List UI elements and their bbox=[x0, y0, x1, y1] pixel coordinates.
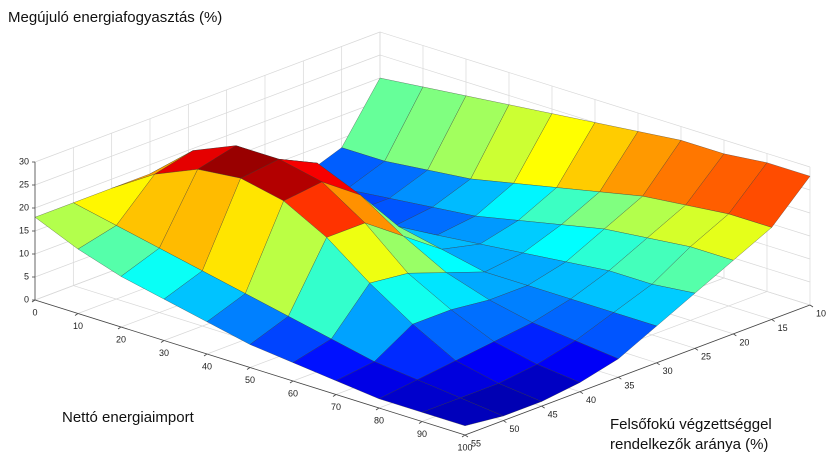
x-tick-label: 20 bbox=[116, 334, 126, 344]
x-tick-label: 80 bbox=[374, 415, 384, 425]
y-tick bbox=[733, 333, 737, 337]
y-tick bbox=[618, 376, 622, 380]
y-tick-label: 55 bbox=[471, 438, 481, 448]
x-tick bbox=[203, 353, 208, 357]
y-tick-label: 35 bbox=[624, 381, 634, 391]
y-tick-label: 10 bbox=[816, 308, 826, 318]
grid-line bbox=[379, 31, 811, 168]
z-tick-label: 15 bbox=[19, 225, 29, 235]
z-tick-label: 30 bbox=[19, 156, 29, 166]
x-tick bbox=[332, 394, 337, 397]
x-tick bbox=[246, 367, 251, 370]
x-tick-label: 50 bbox=[245, 375, 255, 385]
y-tick-label: 15 bbox=[778, 323, 788, 333]
y-tick-label: 20 bbox=[739, 337, 749, 347]
x-tick bbox=[160, 340, 165, 343]
z-tick-label: 0 bbox=[24, 294, 29, 304]
y-tick bbox=[464, 434, 469, 438]
axis-line bbox=[464, 304, 811, 436]
z-tick-label: 20 bbox=[19, 202, 29, 212]
y-tick bbox=[541, 405, 545, 409]
y-axis-label: Felsőfokú végzettséggel rendelkezők arán… bbox=[610, 416, 772, 453]
x-tick-label: 90 bbox=[417, 429, 427, 439]
z-tick-label: 25 bbox=[19, 179, 29, 189]
x-tick-label: 60 bbox=[288, 388, 298, 398]
x-tick bbox=[418, 421, 423, 424]
x-tick-label: 0 bbox=[32, 307, 37, 317]
y-tick-label: 50 bbox=[509, 424, 519, 434]
x-tick-label: 40 bbox=[202, 361, 212, 371]
y-tick bbox=[771, 319, 775, 322]
chart-title: Megújuló energiafogyasztás (%) bbox=[8, 9, 223, 26]
grid-line bbox=[34, 54, 381, 186]
grid-line bbox=[34, 77, 381, 209]
z-tick-label: 10 bbox=[19, 248, 29, 258]
y-tick bbox=[694, 348, 699, 351]
axis-line bbox=[34, 299, 466, 436]
x-tick-label: 70 bbox=[331, 402, 341, 412]
x-tick bbox=[375, 407, 380, 411]
grid-line bbox=[34, 31, 381, 163]
y-tick-label: 25 bbox=[701, 352, 711, 362]
x-tick-label: 10 bbox=[73, 321, 83, 331]
y-tick bbox=[503, 420, 507, 423]
y-tick-label: 30 bbox=[663, 366, 673, 376]
y-tick bbox=[656, 362, 660, 366]
x-axis-label: Nettó energiaimport bbox=[62, 409, 194, 426]
x-tick bbox=[74, 313, 79, 316]
z-tick-label: 5 bbox=[24, 271, 29, 281]
x-tick-label: 30 bbox=[159, 348, 169, 358]
surface-patch bbox=[421, 397, 505, 427]
x-tick bbox=[117, 326, 122, 330]
x-tick bbox=[461, 434, 466, 438]
x-tick-label: 100 bbox=[457, 442, 472, 452]
y-tick bbox=[579, 391, 584, 394]
y-tick-label: 40 bbox=[586, 395, 596, 405]
x-tick bbox=[289, 380, 294, 384]
y-tick-label: 45 bbox=[548, 409, 558, 419]
y-tick bbox=[809, 304, 814, 308]
